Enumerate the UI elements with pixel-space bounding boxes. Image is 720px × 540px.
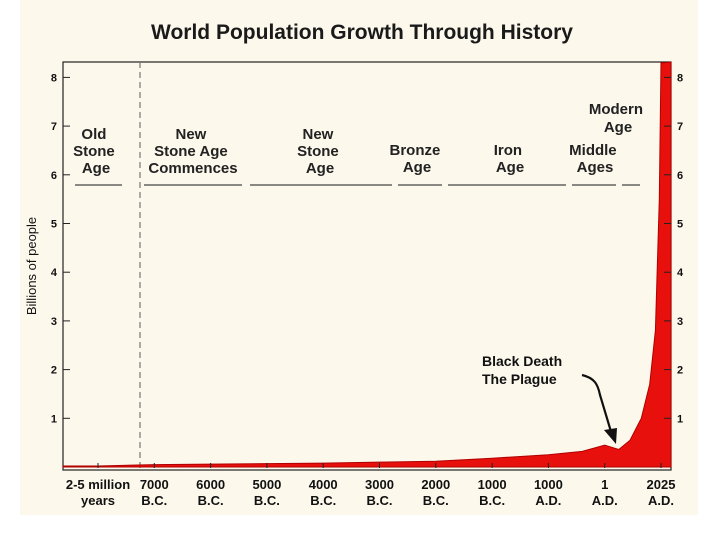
series-area-0 bbox=[62, 61, 672, 468]
x-tick-label-5: 3000 B.C. bbox=[365, 477, 394, 508]
plot-frame bbox=[62, 61, 672, 471]
y-axis-right: 1 2 3 4 5 6 7 8 bbox=[664, 72, 684, 425]
x-tick-label-0: 2-5 million years bbox=[66, 477, 130, 508]
population-area-layer bbox=[62, 61, 672, 468]
x-tick-label-1: 7000 B.C. bbox=[140, 477, 169, 508]
y-tick-label-left-3: 3 bbox=[51, 316, 57, 328]
black-death-annotation: Black Death The Plague bbox=[482, 353, 617, 444]
annotation-arrow-shaft bbox=[581, 373, 614, 436]
era-label-iron-age: Iron Age bbox=[494, 142, 527, 176]
era-labels: Old Stone Age New Stone Age Commences Ne… bbox=[73, 101, 647, 177]
chart-figure: World Population Growth Through History … bbox=[20, 0, 698, 515]
y-tick-label-left-6: 6 bbox=[51, 170, 57, 182]
plot-border bbox=[62, 61, 672, 471]
x-tick-label-7: 1000 B.C. bbox=[478, 477, 507, 508]
y-tick-label-right-1: 1 bbox=[677, 413, 683, 425]
era-label-middle-ages: Middle Ages bbox=[569, 142, 621, 176]
x-tick-label-8: 1000 A.D. bbox=[534, 477, 563, 508]
x-tick-label-6: 2000 B.C. bbox=[421, 477, 450, 508]
chart-title: World Population Growth Through History bbox=[151, 21, 573, 44]
x-tick-label-10: 2025 A.D. bbox=[647, 477, 676, 508]
era-label-new-stone-age: New Stone Age bbox=[297, 126, 343, 177]
annotation-arrow-head bbox=[604, 428, 617, 444]
y-axis-left: 1 2 3 4 5 6 7 8 bbox=[51, 72, 70, 425]
y-tick-label-right-7: 7 bbox=[677, 121, 683, 133]
y-tick-label-left-2: 2 bbox=[51, 365, 57, 377]
y-tick-label-left-5: 5 bbox=[51, 219, 57, 231]
era-label-bronze-age: Bronze Age bbox=[389, 142, 444, 176]
x-axis: 2-5 million years 7000 B.C. 6000 B.C. 5000 B.C.… bbox=[66, 463, 676, 508]
era-label-old-stone-age: Old Stone Age bbox=[73, 126, 119, 177]
y-tick-label-left-8: 8 bbox=[51, 72, 57, 84]
x-tick-label-2: 6000 B.C. bbox=[196, 477, 225, 508]
era-label-new-stone-age-commences: New Stone Age Commences bbox=[148, 126, 237, 177]
y-tick-label-right-5: 5 bbox=[677, 219, 683, 231]
y-tick-label-right-6: 6 bbox=[677, 170, 683, 182]
x-tick-label-3: 5000 B.C. bbox=[252, 477, 281, 508]
y-tick-label-right-3: 3 bbox=[677, 316, 683, 328]
y-tick-label-right-4: 4 bbox=[677, 267, 684, 279]
population-chart: World Population Growth Through History … bbox=[24, 21, 684, 508]
era-label-modern-age: Modern Age bbox=[589, 101, 647, 136]
annotation-label: Black Death The Plague bbox=[482, 353, 566, 387]
y-tick-label-left-4: 4 bbox=[51, 267, 58, 279]
y-tick-label-right-2: 2 bbox=[677, 365, 683, 377]
x-tick-label-9: 1 A.D. bbox=[592, 477, 618, 508]
x-tick-label-4: 4000 B.C. bbox=[309, 477, 338, 508]
y-tick-label-right-8: 8 bbox=[677, 72, 683, 84]
y-axis-label: Billions of people bbox=[24, 217, 39, 315]
y-tick-label-left-1: 1 bbox=[51, 413, 57, 425]
y-tick-label-left-7: 7 bbox=[51, 121, 57, 133]
